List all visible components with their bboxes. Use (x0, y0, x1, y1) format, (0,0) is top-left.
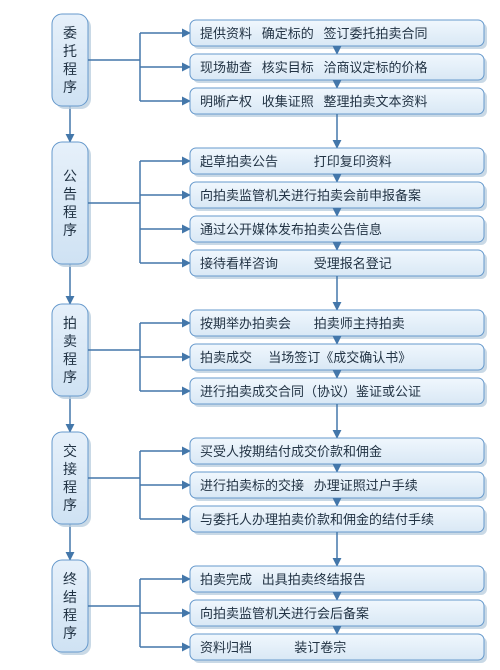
step-label: 资料归档 装订卷宗 (200, 640, 346, 655)
stage-label-char: 程 (63, 62, 77, 78)
step-label: 进行拍卖标的交接 办理证照过户手续 (200, 478, 418, 493)
stage-label-char: 告 (63, 187, 77, 203)
stage-gonggao (52, 142, 88, 264)
step-label: 按期举办拍卖会 拍卖师主持拍卖 (200, 316, 405, 331)
stage-label-char: 序 (63, 498, 77, 514)
step-label: 拍卖完成 出具拍卖终结报告 (200, 572, 366, 587)
step-label: 明晰产权 收集证照 整理拍卖文本资料 (200, 94, 428, 109)
stage-label-char: 程 (63, 352, 77, 368)
stage-label-char: 程 (63, 205, 77, 221)
stage-label-char: 结 (63, 590, 77, 606)
step-label: 起草拍卖公告 打印复印资料 (200, 154, 392, 169)
stage-label-char: 程 (63, 608, 77, 624)
stage-label-char: 接 (63, 461, 77, 478)
step-label: 提供资料 确定标的 签订委托拍卖合同 (200, 26, 428, 41)
step-label: 买受人按期结付成交价款和佣金 (200, 444, 382, 459)
stage-label-char: 序 (63, 223, 77, 239)
stage-label-char: 序 (63, 370, 77, 386)
stage-label-char: 卖 (63, 334, 77, 350)
stage-label-char: 公 (63, 170, 77, 185)
step-label: 拍卖成交 当场签订《成交确认书》 (200, 350, 411, 365)
stage-label-char: 交 (63, 443, 77, 460)
stage-label-char: 托 (63, 44, 77, 60)
stage-label-char: 拍 (63, 316, 77, 332)
step-label: 现场勘查 核实目标 洽商议定标的价格 (200, 60, 428, 75)
stage-label-char: 委 (63, 26, 77, 42)
step-label: 进行拍卖成交合同（协议）鉴证或公证 (200, 384, 421, 399)
stage-label-char: 序 (63, 626, 77, 642)
step-label: 接待看样咨询 受理报名登记 (200, 256, 392, 271)
step-label: 通过公开媒体发布拍卖公告信息 (200, 222, 382, 237)
flowchart-canvas: 委托程序提供资料 确定标的 签订委托拍卖合同现场勘查 核实目标 洽商议定标的价格… (0, 0, 500, 670)
step-label: 向拍卖监管机关进行拍卖会前申报备案 (200, 188, 421, 203)
step-label: 向拍卖监管机关进行会后备案 (200, 606, 369, 621)
step-label: 与委托人办理拍卖价款和佣金的结付手续 (200, 512, 434, 527)
stage-label-char: 序 (63, 80, 77, 96)
stage-label-char: 程 (63, 480, 77, 496)
stage-label-char: 终 (63, 572, 77, 588)
